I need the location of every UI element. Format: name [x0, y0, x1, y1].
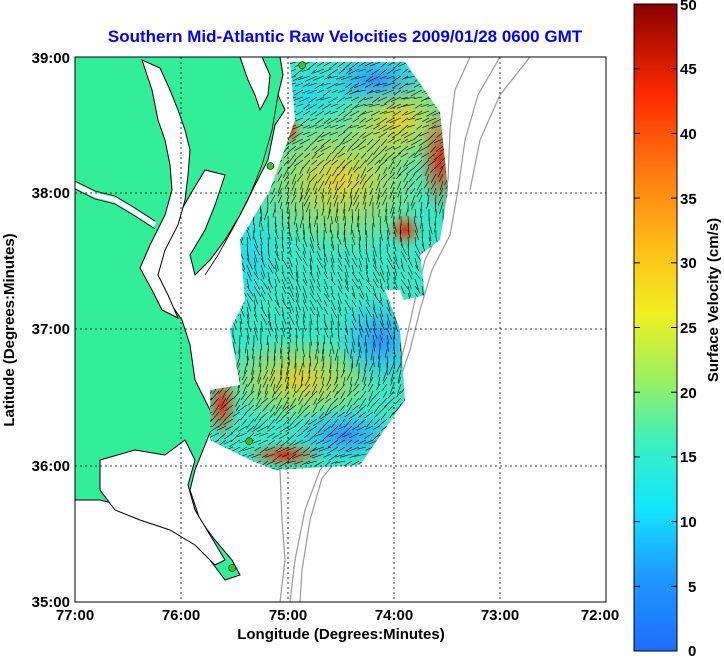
- plot-frame: [74, 56, 607, 603]
- grid: [75, 57, 606, 602]
- chesapeake-bay: [139, 59, 191, 320]
- colorbar-tick-label: 25: [680, 320, 697, 337]
- y-tick-label: 39:00: [32, 50, 70, 67]
- colorbar-ticks: [634, 68, 677, 587]
- bathymetry-contours: [279, 57, 531, 602]
- x-tick-label: 76:00: [162, 607, 200, 624]
- colorbar-tick-labels: 50 45 40 35 30 25 20 15 10 5 0: [680, 0, 697, 659]
- colorbar-tick-label: 20: [680, 385, 697, 402]
- y-tick-label: 38:00: [32, 185, 70, 202]
- potomac-river: [75, 182, 157, 228]
- y-tick-label: 35:00: [32, 594, 70, 611]
- station-markers: [228, 61, 307, 572]
- x-axis-label: Longitude (Degrees:Minutes): [237, 626, 445, 643]
- y-tick-label: 37:00: [32, 321, 70, 338]
- colorbar-tick-label: 35: [680, 191, 697, 208]
- colorbar-tick-label: 15: [680, 449, 697, 466]
- colorbar-tick-label: 10: [680, 514, 697, 531]
- y-axis-label: Latitude (Degrees:Minutes): [1, 233, 18, 426]
- station-marker: [228, 564, 236, 572]
- x-tick-label: 77:00: [56, 607, 94, 624]
- station-marker: [298, 61, 307, 69]
- colorbar: [633, 3, 678, 652]
- map-title: Southern Mid-Atlantic Raw Velocities 200…: [108, 27, 583, 46]
- station-marker: [245, 437, 253, 446]
- x-tick-labels: 77:00 76:00 75:00 74:00 73:00 72:00: [56, 607, 619, 624]
- x-tick-label: 75:00: [269, 607, 307, 624]
- x-tick-label: 73:00: [481, 607, 519, 624]
- colorbar-tick-label: 30: [680, 255, 697, 272]
- plot-area: [75, 57, 606, 602]
- colorbar-tick-label: 5: [688, 579, 696, 596]
- delaware-bay: [239, 57, 271, 112]
- y-tick-labels: 39:00 38:00 37:00 36:00 35:00: [32, 50, 70, 611]
- y-tick-label: 36:00: [32, 458, 70, 475]
- x-tick-label: 72:00: [581, 607, 619, 624]
- colorbar-label: Surface Velocity (cm/s): [705, 218, 722, 382]
- pamlico-sound: [99, 439, 226, 566]
- x-tick-label: 74:00: [375, 607, 413, 624]
- station-marker: [266, 162, 275, 170]
- colorbar-tick-label: 40: [680, 126, 697, 143]
- colorbar-tick-label: 0: [688, 643, 696, 659]
- colorbar-tick-label: 50: [680, 0, 697, 14]
- colorbar-tick-label: 45: [680, 61, 697, 78]
